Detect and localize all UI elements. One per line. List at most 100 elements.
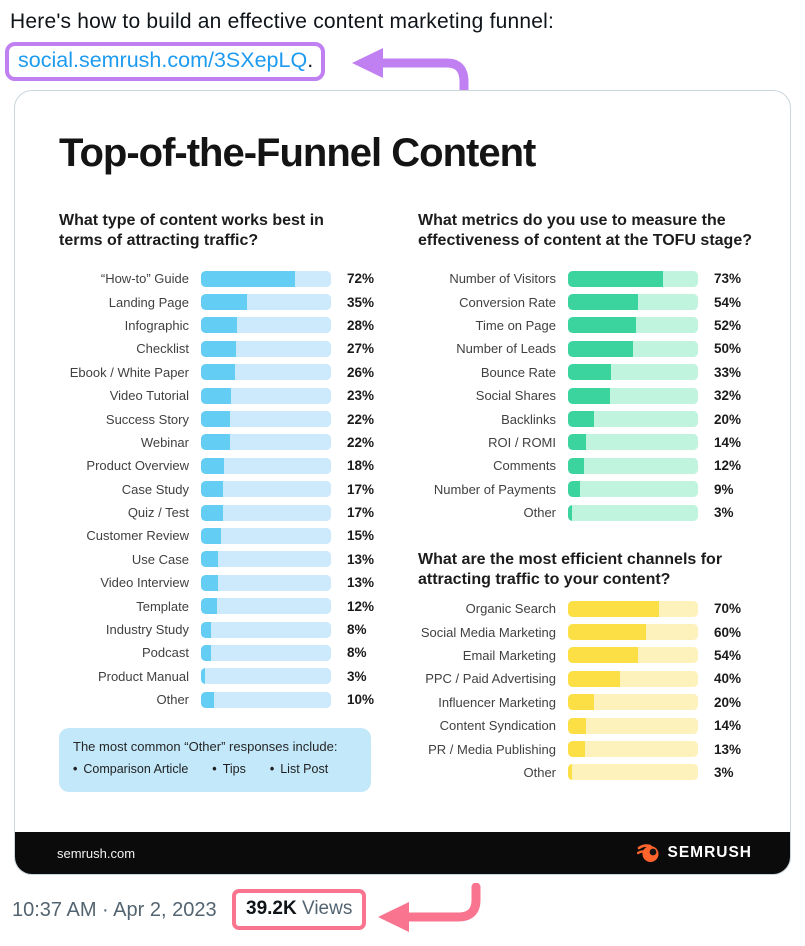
bar-category-label: ROI / ROMI: [488, 434, 556, 450]
bar-value: 8%: [347, 645, 367, 661]
bar-row: Checklist 27%: [59, 337, 374, 360]
bar-value: 35%: [347, 294, 375, 310]
bar-category-label: Industry Study: [105, 622, 189, 638]
bar-row: Other 3%: [418, 501, 741, 524]
callout-bullet-item: Tips: [212, 762, 246, 776]
bar-value: 20%: [714, 411, 742, 427]
bar-track: [201, 691, 331, 708]
bar-fill: [201, 621, 212, 638]
bar-track: [201, 270, 331, 287]
bar-category-label: Quiz / Test: [127, 505, 189, 521]
bar-fill: [568, 647, 639, 664]
bar-value: 20%: [714, 694, 742, 710]
bar-row: Webinar 22%: [59, 431, 374, 454]
bar-category-label: Product Manual: [97, 668, 189, 684]
bar-value: 14%: [714, 718, 742, 734]
bar-track: [568, 294, 698, 311]
bar-fill: [201, 574, 218, 591]
bar-fill: [568, 624, 646, 641]
bar-row: Product Overview 18%: [59, 454, 374, 477]
bar-row: Customer Review 15%: [59, 524, 374, 547]
bar-category-label: Customer Review: [86, 528, 189, 544]
bar-category-label: Bounce Rate: [480, 364, 556, 380]
bar-track: [568, 411, 698, 428]
link-highlight-box: social.semrush.com/3SXepLQ.: [5, 42, 326, 81]
tweet-link[interactable]: social.semrush.com/3SXepLQ: [18, 48, 308, 72]
bar-track: [568, 387, 698, 404]
bar-fill: [201, 481, 224, 498]
bar-value: 8%: [347, 622, 367, 638]
bar-fill: [568, 600, 659, 617]
bar-track: [568, 434, 698, 451]
bar-category-label: Social Media Marketing: [420, 624, 556, 640]
bar-category-label: Time on Page: [475, 317, 556, 333]
bar-value: 23%: [347, 388, 375, 404]
bar-value: 50%: [714, 341, 742, 357]
bar-category-label: Template: [136, 598, 189, 614]
bar-value: 22%: [347, 411, 375, 427]
bar-track: [201, 317, 331, 334]
bar-category-label: Other: [523, 764, 556, 780]
bar-category-label: Social Shares: [475, 388, 556, 404]
bar-category-label: Case Study: [121, 481, 189, 497]
bar-row: Other 10%: [59, 688, 374, 711]
bar-row: Industry Study 8%: [59, 618, 374, 641]
bar-row: Product Manual 3%: [59, 665, 374, 688]
bar-row: Social Media Marketing 60%: [418, 620, 741, 643]
bar-category-label: Other: [523, 505, 556, 521]
bar-value: 17%: [347, 505, 375, 521]
chart-title-channels: What are the most efficient channels for…: [418, 551, 723, 589]
bar-fill: [568, 317, 636, 334]
bar-category-label: PR / Media Publishing: [428, 741, 556, 757]
bar-category-label: Number of Payments: [433, 481, 556, 497]
chart-content-types: “How-to” Guide 72% Landing Page 35% Infograp…: [59, 267, 374, 711]
bar-track: [201, 457, 331, 474]
bar-row: Backlinks 20%: [418, 407, 741, 430]
bar-value: 17%: [347, 481, 375, 497]
bar-row: ROI / ROMI 14%: [418, 431, 741, 454]
bar-track: [201, 387, 331, 404]
bar-value: 32%: [714, 388, 742, 404]
bar-fill: [201, 551, 218, 568]
bar-row: Success Story 22%: [59, 407, 374, 430]
bar-fill: [568, 764, 572, 781]
chart-channels: Organic Search 70% Social Media Marketing 6…: [418, 597, 741, 784]
bar-category-label: Conversion Rate: [459, 294, 556, 310]
bar-category-label: Email Marketing: [462, 647, 556, 663]
bar-value: 13%: [347, 551, 375, 567]
bar-fill: [568, 670, 620, 687]
bar-track: [568, 764, 698, 781]
bar-track: [568, 670, 698, 687]
bar-row: Email Marketing 54%: [418, 644, 741, 667]
bar-fill: [568, 387, 610, 404]
bar-value: 73%: [714, 271, 742, 287]
bar-track: [201, 434, 331, 451]
chart-title-metrics: What metrics do you use to measure the e…: [418, 212, 752, 250]
bar-fill: [201, 527, 221, 544]
callout-items: Comparison Article Tips List Post: [73, 762, 357, 776]
bar-row: Podcast 8%: [59, 641, 374, 664]
infographic-image[interactable]: Top-of-the-Funnel Content What type of c…: [14, 90, 791, 875]
bar-track: [201, 364, 331, 381]
bar-fill: [201, 644, 212, 661]
bar-row: Infographic 28%: [59, 314, 374, 337]
bar-track: [568, 504, 698, 521]
bar-row: Number of Leads 50%: [418, 337, 741, 360]
infographic-title: Top-of-the-Funnel Content: [59, 131, 536, 175]
bar-fill: [201, 434, 230, 451]
bar-fill: [568, 434, 587, 451]
bar-category-label: Success Story: [105, 411, 189, 427]
bar-row: Bounce Rate 33%: [418, 361, 741, 384]
bar-value: 54%: [714, 647, 742, 663]
bar-value: 54%: [714, 294, 742, 310]
semrush-flame-icon: [637, 844, 659, 862]
bar-value: 70%: [714, 601, 742, 617]
callout-bullet-item: Comparison Article: [73, 762, 188, 776]
chart-title-content-types: What type of content works best in terms…: [59, 212, 324, 250]
bar-row: Other 3%: [418, 761, 741, 784]
bar-track: [201, 294, 331, 311]
bar-value: 13%: [347, 575, 375, 591]
bar-track: [568, 624, 698, 641]
bar-category-label: Influencer Marketing: [438, 694, 556, 710]
bar-category-label: Podcast: [142, 645, 189, 661]
